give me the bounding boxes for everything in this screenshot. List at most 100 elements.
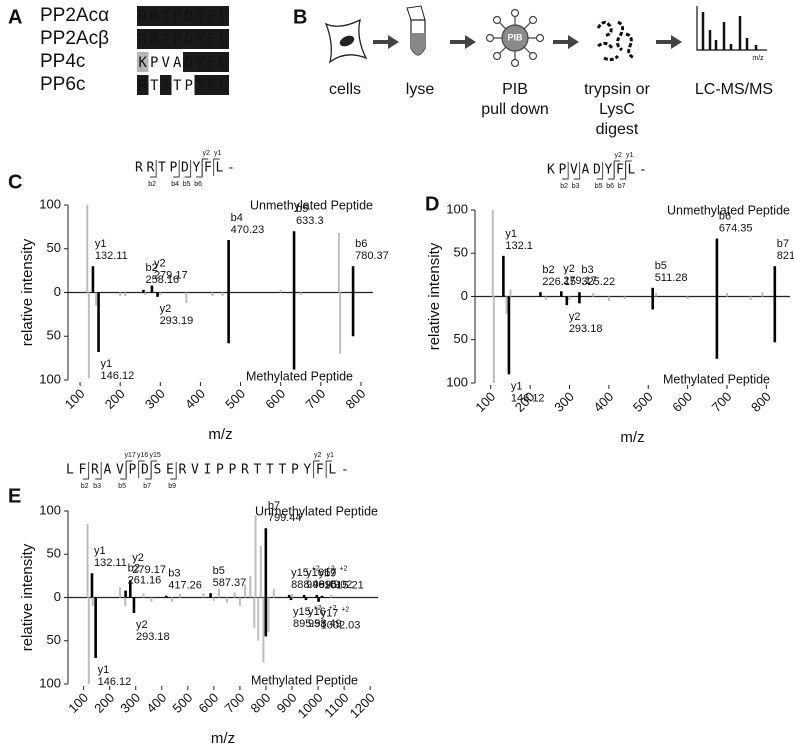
b-fragment: b2 [148, 181, 156, 188]
b-fragment: b2 [560, 183, 568, 190]
y-fragment: y1 [326, 452, 334, 459]
mz-label: 132.11 [94, 557, 127, 569]
residues: PVA [150, 55, 185, 71]
ion-label: b7 [777, 238, 789, 250]
mz-label: 279.17 [132, 564, 166, 576]
residue-box [160, 75, 172, 95]
x-tick-label: 700 [709, 389, 735, 415]
mz-label: 799.44 [268, 512, 302, 524]
y-tick-label: 50 [47, 632, 61, 647]
ion-label: y2 [136, 619, 148, 631]
mz-label: 279.17 [563, 275, 597, 287]
mz-label: 946.49 [306, 579, 340, 591]
ion-label: b2 [128, 562, 140, 574]
ion-charge: +2 [327, 566, 335, 573]
ion-label: y1 [101, 358, 113, 370]
y-bracket [201, 158, 209, 176]
x-tick-label: 800 [248, 690, 274, 716]
x-tick-label: 400 [182, 386, 208, 412]
mz-label: 888.98 [291, 579, 325, 591]
x-tick-label: 400 [143, 690, 169, 716]
series-name: Methylated Peptide [251, 673, 358, 687]
series-name: Unmethylated Peptide [255, 504, 378, 518]
x-axis-label: m/z [208, 426, 232, 443]
ion-label: y1 [98, 664, 110, 676]
b-fragment: b6 [606, 183, 614, 190]
step-label: digest [596, 121, 639, 138]
panel-label: C [8, 171, 22, 193]
ion-label: y2 [132, 552, 144, 564]
residue-box [183, 52, 229, 72]
mz-label: 293.18 [136, 631, 170, 643]
mz-label: 293.19 [160, 315, 194, 327]
residue-box [137, 52, 149, 72]
ion-label: y2 [563, 263, 575, 275]
mz-label: 780.37 [355, 250, 389, 262]
ion-label: b6 [719, 210, 731, 222]
mz-label: 633.3 [296, 215, 324, 227]
y-tick-label: 0 [54, 284, 61, 299]
panel-label: A [8, 6, 22, 28]
x-tick-label: 500 [630, 389, 656, 415]
step-label: LysC [599, 101, 635, 118]
step-label: pull down [481, 101, 549, 118]
residues: TP [173, 78, 196, 94]
y-tick-label: 50 [47, 546, 61, 561]
peptide-sequence: KPVADYFL- [547, 163, 650, 178]
ion-label: y16 [306, 567, 324, 579]
residues: RRTPDYFL [139, 9, 231, 25]
x-tick-label: 700 [222, 690, 248, 716]
y-tick-label: 50 [454, 331, 468, 346]
x-tick-label: 700 [302, 386, 328, 412]
step-label: cells [329, 81, 361, 98]
b-bracket [170, 462, 177, 480]
x-axis-label: m/z [211, 730, 235, 747]
ion-label: y15 [291, 567, 309, 579]
ion-label: y16 [308, 606, 326, 618]
mz-label: 995.02 [319, 579, 353, 591]
b-bracket [596, 162, 604, 180]
y-fragment: y15 [150, 452, 161, 459]
ion-label: b2 [542, 264, 554, 276]
ion-label: y1 [511, 380, 523, 392]
ion-charge: +2 [329, 605, 337, 612]
y-axis-label: relative intensity [19, 238, 36, 346]
b-fragment: b6 [194, 181, 202, 188]
y-tick-label: 100 [446, 374, 468, 389]
ion-label: b5 [655, 260, 667, 272]
ion-label: y17 [319, 567, 337, 579]
residues: T [162, 78, 174, 94]
mz-label: 146.12 [101, 370, 135, 382]
residues: T [150, 78, 162, 94]
ion-label: b9 [324, 568, 336, 580]
x-tick-label: 300 [551, 389, 577, 415]
protein-name: PP4c [40, 51, 85, 72]
bead-icon [485, 8, 545, 68]
x-tick-label: 800 [748, 389, 774, 415]
b-fragment: b3 [93, 483, 101, 490]
ion-charge: +2 [339, 566, 347, 573]
b-fragment: b2 [81, 483, 89, 490]
x-tick-label: 1100 [321, 690, 351, 720]
mz-label: 226.15 [542, 276, 576, 288]
series-name: Unmethylated Peptide [250, 198, 373, 212]
mz-label: 511.28 [655, 272, 688, 284]
x-tick-label: 600 [669, 389, 695, 415]
y-fragment: y2 [314, 452, 322, 459]
residues: YFL [196, 78, 231, 94]
ion-charge: +2 [341, 607, 349, 614]
ion-label: b5 [296, 203, 308, 215]
x-tick-label: 600 [262, 386, 288, 412]
y-bracket [613, 160, 621, 178]
ion-label: y2 [160, 303, 172, 315]
mz-label: 146.12 [511, 392, 545, 404]
x-tick-label: 400 [590, 389, 616, 415]
y-fragment: y2 [614, 152, 622, 159]
peptide-sequence: RRTPDYFL- [135, 161, 238, 176]
cell-icon [324, 18, 368, 64]
x-tick-label: 1000 [295, 690, 326, 721]
peptide-icon [596, 20, 635, 62]
y-bracket [150, 460, 158, 478]
ion-label: y1 [95, 238, 107, 250]
